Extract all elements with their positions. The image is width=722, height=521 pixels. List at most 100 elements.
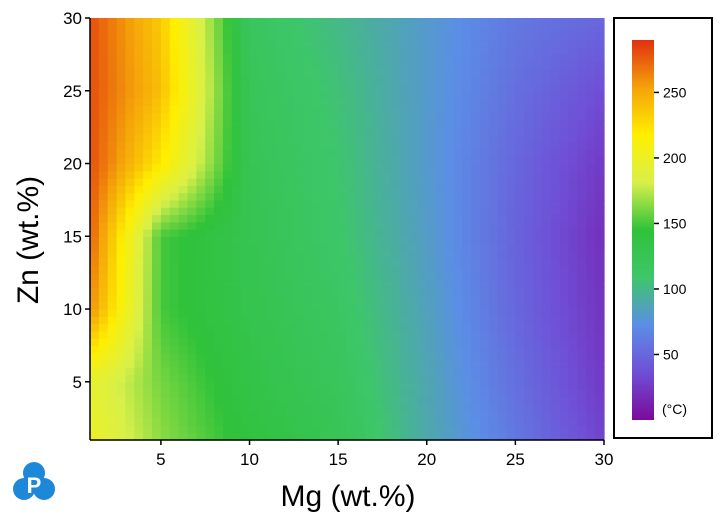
heatmap-cell [258,54,268,63]
heatmap-cell [533,352,543,361]
heatmap-cell [258,148,268,157]
heatmap-cell [329,47,339,55]
heatmap-cell [338,272,348,281]
heatmap-cell [515,403,525,412]
heatmap-cell [497,39,508,48]
heatmap-cell [382,199,392,208]
heatmap-cell [293,98,304,106]
heatmap-cell [391,359,401,368]
heatmap-cell [347,170,357,179]
heatmap-cell [391,410,401,419]
heatmap-cell [231,18,242,26]
heatmap-cell [302,112,313,121]
heatmap-cell [196,243,206,252]
heatmap-cell [373,163,384,172]
heatmap-cell [284,25,295,34]
heatmap-cell [524,221,534,230]
heatmap-cell [515,425,525,434]
heatmap-cell [364,425,375,434]
heatmap-cell [364,279,375,288]
heatmap-cell [444,410,454,419]
heatmap-cell [107,410,118,419]
heatmap-cell [550,170,561,179]
heatmap-cell [249,345,259,354]
y-tick-label: 5 [73,373,82,392]
heatmap-cell [222,389,233,397]
heatmap-cell [258,258,268,266]
heatmap-cell [214,432,224,441]
heatmap-cell [249,134,259,143]
heatmap-cell [471,418,481,427]
heatmap-cell [311,76,322,85]
heatmap-cell [196,381,206,390]
heatmap-cell [258,98,268,106]
heatmap-cell [222,309,233,317]
heatmap-cell [152,389,162,397]
heatmap-cell [311,410,322,419]
heatmap-cell [364,410,375,419]
x-axis-ticks: 5 10 15 20 25 30 [156,440,613,469]
heatmap-cell [90,119,100,128]
heatmap-cell [160,47,171,55]
heatmap-cell [320,178,330,186]
heatmap-cell [329,192,339,201]
heatmap-cell [382,250,392,259]
heatmap-cell [488,192,499,201]
heatmap-cell [453,403,463,412]
heatmap-cell [116,25,127,34]
heatmap-cell [187,432,197,441]
heatmap-cell [143,178,153,186]
heatmap-cell [400,178,410,186]
heatmap-cell [506,98,516,106]
heatmap-cell [382,25,392,34]
heatmap-cell [497,389,508,397]
heatmap-cell [311,381,322,390]
heatmap-cell [479,25,490,34]
heatmap-cell [568,265,579,274]
heatmap-cell [276,381,286,390]
heatmap-cell [568,185,579,194]
heatmap-cell [293,265,304,274]
heatmap-cell [90,47,100,55]
heatmap-cell [169,61,180,70]
heatmap-cell [329,367,339,376]
heatmap-cell [586,425,596,434]
heatmap-cell [222,148,233,157]
heatmap-cell [90,199,100,208]
heatmap-cell [258,214,268,223]
heatmap-cell [355,90,366,99]
heatmap-cell [293,381,304,390]
heatmap-cell [488,418,499,427]
heatmap-cell [435,316,446,325]
heatmap-cell [409,425,419,434]
heatmap-cell [143,134,153,143]
heatmap-cell [347,207,357,216]
heatmap-cell [169,389,180,397]
heatmap-cell [559,83,570,92]
heatmap-cell [276,309,286,317]
heatmap-cell [98,287,109,296]
heatmap-cell [169,229,180,237]
heatmap-cell [479,148,490,157]
heatmap-cell [479,163,490,172]
heatmap-cell [107,83,118,92]
heatmap-cell [160,323,171,332]
heatmap-cell [196,229,206,237]
heatmap-cell [276,170,286,179]
heatmap-cell [355,207,366,216]
heatmap-cell [258,221,268,230]
heatmap-cell [98,338,109,347]
heatmap-cell [178,112,189,121]
heatmap-cell [284,39,295,48]
heatmap-cell [355,294,366,303]
heatmap-cell [178,287,189,296]
heatmap-cell [116,425,127,434]
heatmap-cell [196,185,206,194]
heatmap-cell [187,112,197,121]
heatmap-cell [214,330,224,339]
heatmap-cell [409,141,419,150]
heatmap-cell [107,192,118,201]
heatmap-cell [249,98,259,106]
heatmap-cell [391,54,401,63]
heatmap-cell [152,258,162,266]
